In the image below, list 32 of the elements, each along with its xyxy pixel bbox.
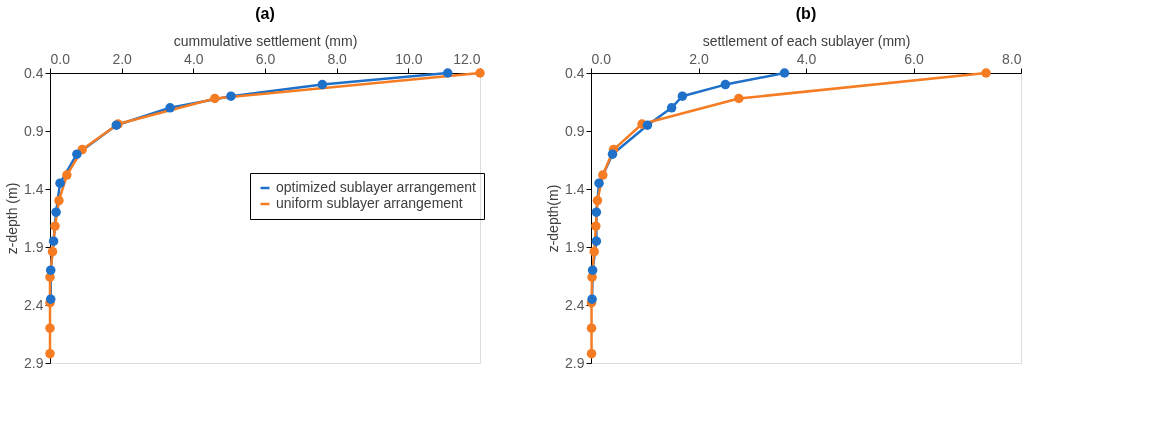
y-tick-label: 2.9 [565,354,585,371]
y-axis-title: z-depth (m) [4,182,21,255]
legend-label: optimized sublayer arrangement [276,179,477,195]
y-axis-title: z-depth(m) [545,184,562,253]
x-tick-label: 8.0 [327,50,348,67]
y-tick-label: 0.9 [24,122,44,139]
y-tick-label: 1.9 [24,238,44,255]
x-axis-title: settlement of each sublayer (mm) [702,32,911,49]
x-tick-label: 6.0 [255,50,276,67]
x-tick-label: 10.0 [395,50,423,67]
x-tick-label: 12.0 [453,50,481,67]
x-axis-title: cummulative settlement (mm) [173,32,358,49]
x-tick-label: 4.0 [796,50,817,67]
y-tick-label: 1.9 [565,238,585,255]
y-tick-label: 0.4 [565,64,585,81]
chart-title: (b) [795,5,817,22]
x-tick-label: 0.0 [591,50,612,67]
x-tick-label: 2.0 [112,50,133,67]
legend-label: uniform sublayer arrangement [276,195,463,211]
y-tick-label: 1.4 [24,180,44,197]
chart-title: (a) [255,5,275,22]
x-tick-label: 0.0 [50,50,71,67]
y-tick-label: 2.9 [24,354,44,371]
x-tick-label: 8.0 [1002,50,1022,67]
y-tick-label: 2.4 [565,296,585,313]
x-tick-label: 2.0 [689,50,709,67]
y-tick-label: 1.4 [565,180,585,197]
y-tick-label: 0.9 [565,122,585,139]
y-tick-label: 2.4 [24,296,44,313]
x-tick-label: 4.0 [184,50,204,67]
y-tick-label: 0.4 [24,64,44,81]
x-tick-label: 6.0 [904,50,924,67]
